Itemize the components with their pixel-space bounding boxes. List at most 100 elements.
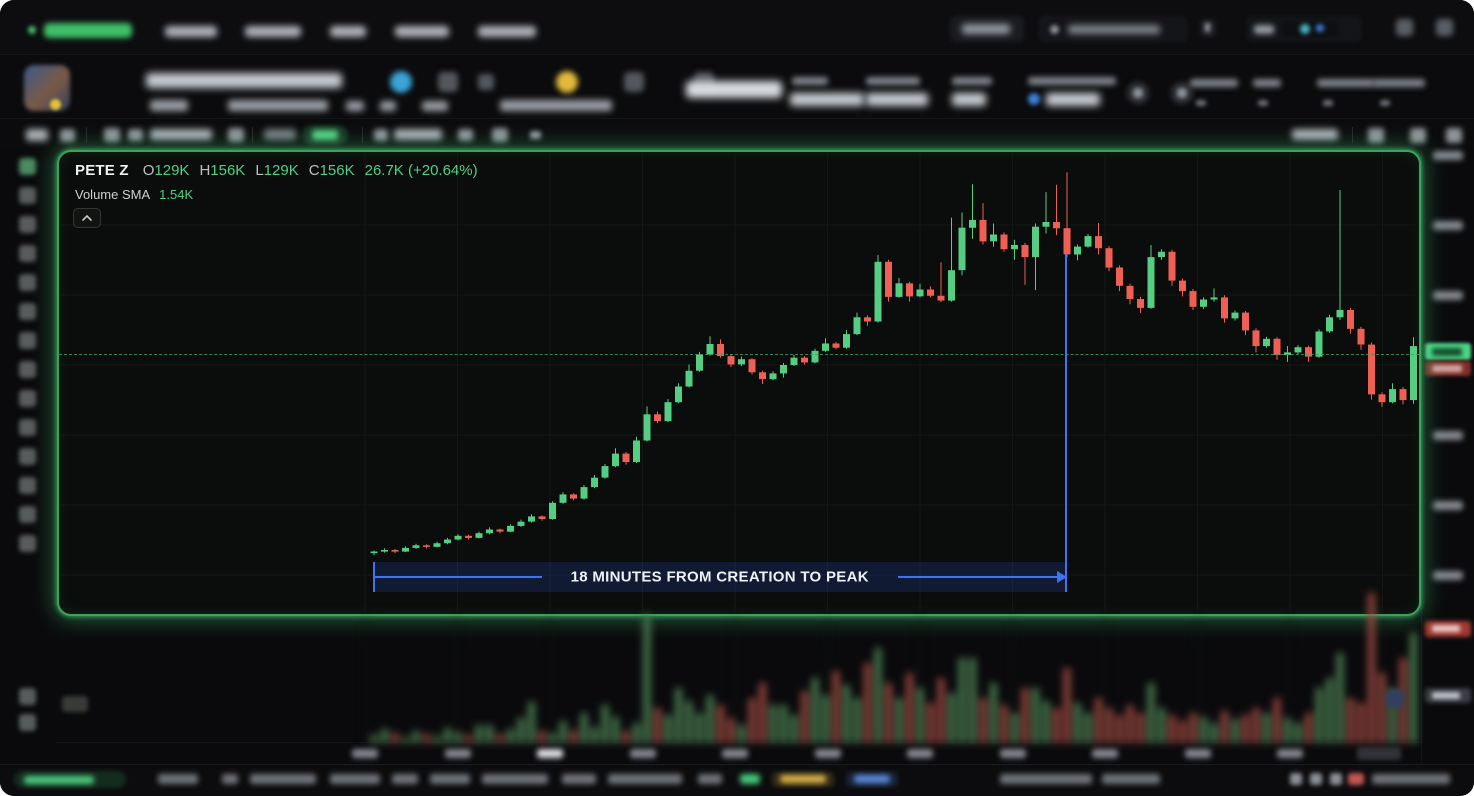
- drawing-tool-icon[interactable]: [19, 245, 36, 262]
- nav-item[interactable]: [395, 26, 449, 37]
- invested-value: [1196, 100, 1206, 106]
- status-item[interactable]: [392, 774, 418, 784]
- candle-style-icon[interactable]: [104, 128, 120, 142]
- alert-status-icon[interactable]: [1348, 773, 1364, 785]
- green-status-item[interactable]: [740, 774, 760, 784]
- volume-bar: [1252, 708, 1260, 743]
- candle-body: [381, 550, 388, 552]
- nav-icon[interactable]: [1396, 19, 1413, 36]
- status-item[interactable]: [430, 774, 470, 784]
- candle-body: [486, 529, 493, 534]
- nav-item[interactable]: [330, 26, 366, 37]
- drawing-tool-icon[interactable]: [19, 477, 36, 494]
- volume-bar: [1221, 711, 1228, 743]
- volume-bar: [1315, 688, 1323, 743]
- social-icon[interactable]: [390, 71, 412, 93]
- status-item[interactable]: [158, 774, 198, 784]
- token-meta-icon[interactable]: [346, 101, 364, 111]
- candle-body: [759, 372, 766, 380]
- fees-stat-value: [1046, 93, 1100, 106]
- default-layout-button[interactable]: [1292, 129, 1338, 140]
- candle-body: [843, 334, 850, 348]
- drawing-tool-icon[interactable]: [19, 506, 36, 523]
- fullscreen-icon[interactable]: [1446, 128, 1462, 143]
- measure-arrowhead-icon: [1057, 571, 1067, 583]
- nav-icon[interactable]: [1436, 19, 1453, 36]
- copy-icon[interactable]: [478, 74, 494, 90]
- status-icon[interactable]: [222, 774, 238, 784]
- chevron-down-icon[interactable]: [530, 131, 541, 139]
- action-icon[interactable]: [624, 72, 644, 92]
- link-icon[interactable]: [438, 72, 458, 92]
- timezone-button[interactable]: [1357, 747, 1401, 760]
- drawing-tool-icon[interactable]: [19, 419, 36, 436]
- drawing-tool-icon[interactable]: [19, 216, 36, 233]
- drawing-tool-icon[interactable]: [19, 448, 36, 465]
- nav-item[interactable]: [245, 26, 301, 37]
- status-icon[interactable]: [1330, 773, 1342, 785]
- indicators-icon[interactable]: [128, 129, 143, 141]
- status-item[interactable]: [330, 774, 380, 784]
- highlighted-chart-panel[interactable]: 18 MINUTES FROM CREATION TO PEAK PETE Z …: [57, 150, 1421, 616]
- volume-bar: [1042, 701, 1050, 743]
- volume-bar: [1284, 718, 1291, 743]
- volume-bar: [1011, 713, 1018, 743]
- status-icon[interactable]: [1310, 773, 1322, 785]
- token-meta: [422, 101, 448, 111]
- toolbar-icon[interactable]: [492, 128, 508, 142]
- sold-label: [1253, 79, 1281, 87]
- candle-body: [1168, 251, 1176, 281]
- display-gear-icon[interactable]: [374, 129, 388, 141]
- timeframe-dropdown-icon[interactable]: [60, 129, 75, 142]
- drawing-tool-icon[interactable]: [19, 688, 36, 705]
- indicators-button[interactable]: [150, 129, 212, 140]
- legend-collapse-button[interactable]: [73, 208, 101, 228]
- mcap-toggle-label: [312, 130, 338, 140]
- toolbar-icon[interactable]: [458, 129, 473, 141]
- timeframe-button[interactable]: [26, 129, 48, 141]
- candle-body: [601, 466, 609, 478]
- blue-status-text: [854, 775, 890, 783]
- volume-bar: [1032, 688, 1039, 743]
- drawing-tool-icon[interactable]: [19, 714, 36, 731]
- chart-canvas[interactable]: 18 MINUTES FROM CREATION TO PEAK PETE Z …: [59, 152, 1419, 614]
- status-item[interactable]: [250, 774, 316, 784]
- volume-bar: [643, 615, 651, 743]
- price-toggle[interactable]: [264, 129, 296, 140]
- pane-maximize-icon[interactable]: [1386, 690, 1404, 708]
- drawing-tool-icon[interactable]: [19, 332, 36, 349]
- drawing-tool-icon[interactable]: [19, 390, 36, 407]
- drawing-tool-icon[interactable]: [19, 361, 36, 378]
- status-item[interactable]: [698, 774, 722, 784]
- candle-body: [927, 289, 934, 296]
- drawing-tool-icon[interactable]: [19, 187, 36, 204]
- drawing-tool-icon[interactable]: [19, 158, 36, 175]
- display-button[interactable]: [394, 129, 442, 140]
- volume-bar: [811, 678, 819, 743]
- candle-body: [549, 502, 556, 519]
- drawing-tool-icon[interactable]: [19, 274, 36, 291]
- status-icon[interactable]: [1290, 773, 1302, 785]
- time-axis[interactable]: [55, 742, 1421, 765]
- divider: [252, 127, 253, 143]
- liquidity-stat-label: [866, 77, 920, 85]
- drawing-tool-icon[interactable]: [19, 303, 36, 320]
- gold-status-text: [780, 775, 826, 783]
- grid-layout-icon[interactable]: [228, 128, 244, 142]
- candle-body: [1357, 328, 1365, 345]
- price-axis[interactable]: [1421, 150, 1474, 762]
- volume-bar: [843, 685, 850, 743]
- camera-icon[interactable]: [1368, 128, 1384, 143]
- drawing-tool-icon[interactable]: [19, 535, 36, 552]
- status-item[interactable]: [562, 774, 596, 784]
- status-item: [1372, 774, 1450, 784]
- avatar-badge-icon: [50, 99, 61, 110]
- token-meta-icon[interactable]: [380, 101, 396, 111]
- candle-body: [832, 343, 840, 348]
- status-item[interactable]: [482, 774, 548, 784]
- time-tick-label: [444, 749, 471, 758]
- nav-item[interactable]: [478, 26, 536, 37]
- settings-icon[interactable]: [1410, 128, 1426, 143]
- nav-item[interactable]: [165, 26, 217, 37]
- status-item[interactable]: [608, 774, 682, 784]
